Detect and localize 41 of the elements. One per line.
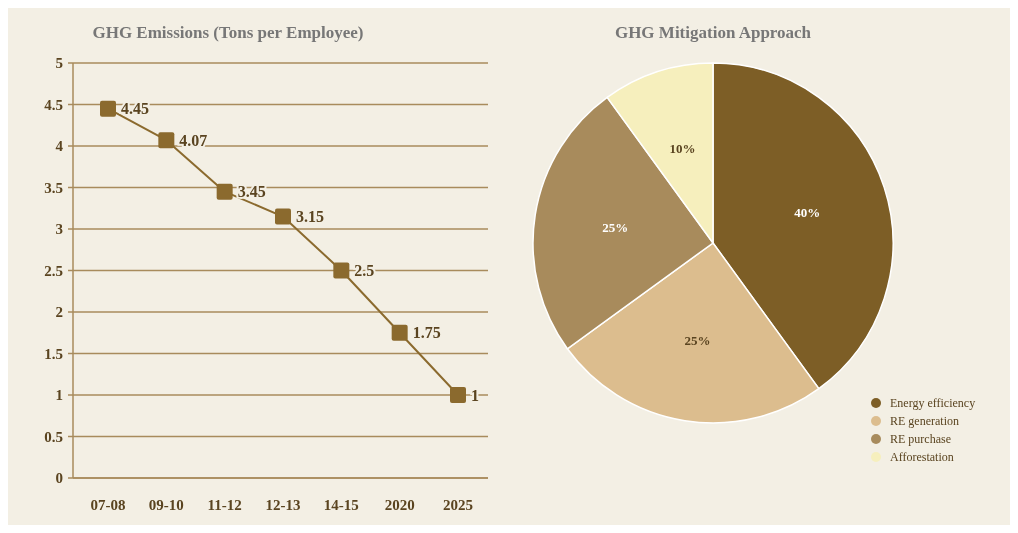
data-label: 10% <box>669 141 696 157</box>
data-label: 1.75 <box>412 324 441 342</box>
x-tick-label: 2025 <box>443 497 473 513</box>
data-label: 3.45 <box>237 183 266 201</box>
y-tick-label: 3.5 <box>44 179 63 196</box>
data-label: 3.15 <box>296 208 324 226</box>
x-tick-label: 2020 <box>384 497 415 513</box>
legend-label: RE generation <box>890 414 959 429</box>
legend-label: RE purchase <box>890 432 951 447</box>
x-tick-label: 12-13 <box>265 497 301 513</box>
legend-label: Energy efficiency <box>890 396 976 411</box>
data-label: 25% <box>602 220 629 236</box>
data-label: 25% <box>684 333 711 349</box>
data-label: 4.45 <box>121 100 149 118</box>
x-tick-label: 09-10 <box>148 497 184 513</box>
y-tick-label: 3 <box>55 221 63 238</box>
point <box>391 324 408 341</box>
y-tick-label: 4 <box>55 138 64 155</box>
y-tick-label: 1.5 <box>44 345 63 362</box>
data-label: 40% <box>794 204 821 220</box>
point <box>216 183 233 200</box>
point <box>333 262 350 279</box>
point <box>275 208 291 225</box>
point <box>158 132 175 149</box>
chart-title: GHG Emissions (Tons per Employee) <box>92 23 364 42</box>
point <box>100 100 116 117</box>
x-tick-label: 11-12 <box>207 497 242 513</box>
y-tick-label: 2.5 <box>44 262 63 279</box>
y-tick-label: 1 <box>55 387 63 404</box>
y-tick-label: 2 <box>55 304 63 321</box>
y-tick-label: 0 <box>55 470 63 487</box>
x-tick-label: 07-08 <box>90 497 126 513</box>
legend-label: Afforestation <box>890 450 954 465</box>
data-label: 4.07 <box>179 131 208 149</box>
data-label: 1 <box>471 386 479 404</box>
x-tick-label: 14-15 <box>323 497 359 513</box>
point <box>450 387 466 403</box>
y-tick-label: 5 <box>55 55 63 72</box>
y-tick-label: 0.5 <box>44 428 63 445</box>
y-tick-label: 4.5 <box>44 96 63 113</box>
chart-title: GHG Mitigation Approach <box>614 23 812 42</box>
